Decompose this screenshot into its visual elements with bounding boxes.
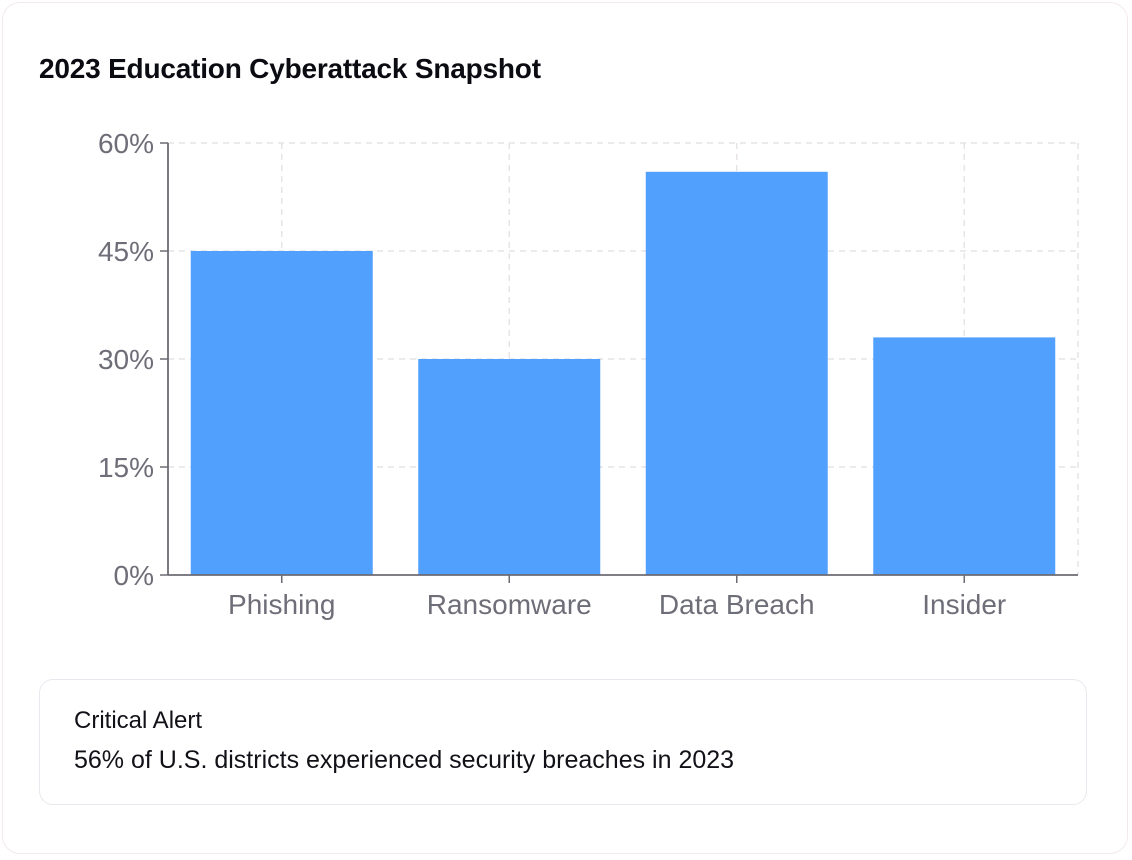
y-tick-label: 15% [98,452,154,483]
x-tick-label: Phishing [228,589,335,620]
axes [160,142,1078,583]
bar-insider [873,337,1056,575]
y-tick-label: 45% [98,236,154,267]
alert-message: 56% of U.S. districts experienced securi… [74,746,735,774]
bar-phishing [190,251,373,575]
y-tick-label: 0% [114,560,154,591]
x-tick-label: Ransomware [427,589,592,620]
tick-labels: 0% 15% 30% 45% 60% Phishing Ransomware Data Bre… [98,128,1006,620]
page-title: 2023 Education Cyberattack Snapshot [39,53,541,84]
bar-ransomware [418,359,601,575]
x-tick-label: Insider [922,589,1006,620]
bar-chart: 0% 15% 30% 45% 60% Phishing Ransomware Data Bre… [98,128,1079,620]
y-tick-label: 60% [98,128,154,159]
x-tick-label: Data Breach [659,589,815,620]
bars [190,171,1056,576]
bar-data-breach [645,171,828,576]
y-tick-label: 30% [98,344,154,375]
critical-alert-box: Critical Alert 56% of U.S. districts exp… [39,679,1087,805]
alert-title: Critical Alert [74,707,203,734]
